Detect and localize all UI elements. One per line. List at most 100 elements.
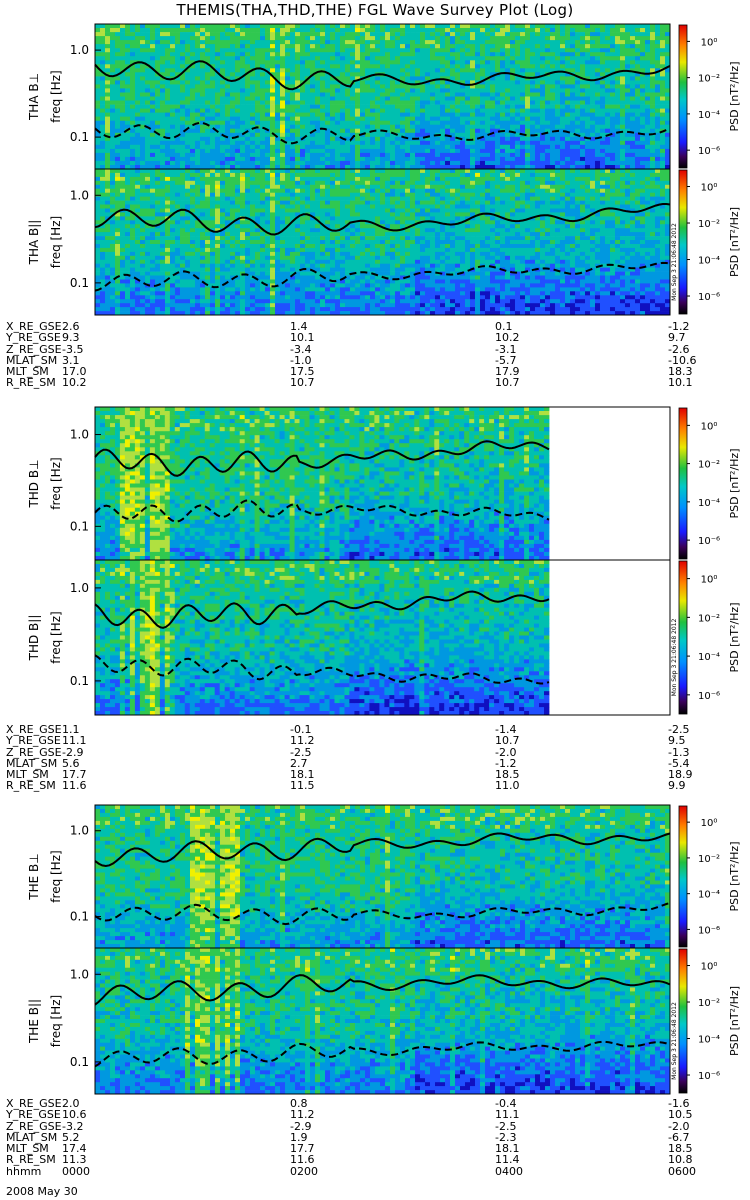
spectrogram-panel: 1.0 0.1 THA B⊥ freq [Hz] 10⁰ 10⁻² 10⁻⁴ 10⁻⁶ PSD …	[27, 24, 741, 169]
y-tick-label: 0.1	[70, 519, 89, 533]
spectrogram-cells	[95, 560, 549, 715]
ephemeris-value: 0000	[62, 1166, 90, 1177]
ephemeris-value: 9.7	[668, 332, 686, 343]
y-tick-label: 0.1	[70, 130, 89, 144]
panel-label: THA B||	[27, 220, 41, 266]
colorbar-label: PSD [nT²/Hz]	[728, 986, 741, 1056]
ephemeris-value: 11.0	[495, 780, 520, 791]
colorbar-tick-label: 10⁻²	[698, 74, 720, 85]
colorbar-tick-label: 10⁻⁴	[698, 890, 720, 901]
colorbar-tick-label: 10⁻²	[698, 219, 720, 230]
colorbar-tick-label: 10⁻⁴	[698, 498, 720, 509]
y-tick-label: 1.0	[70, 581, 89, 595]
colorbar-tick-label: 10⁰	[701, 818, 718, 829]
ephemeris-value: 10.2	[62, 377, 87, 388]
y-tick-label: 0.1	[70, 276, 89, 290]
panel-label: THD B||	[27, 615, 41, 662]
ephemeris-value: 9.9	[668, 780, 686, 791]
ephemeris-label: R_RE_SM	[6, 780, 56, 791]
panel-label: THA B⊥	[27, 73, 41, 121]
panel-label: THE B||	[27, 999, 41, 1044]
ephemeris-row: X_RE_GSE 2.0 0.8 -0.4 -1.6	[6, 1098, 746, 1109]
colorbar-tick-label: 10⁻⁶	[698, 146, 720, 157]
ephemeris-row: R_RE_SM 11.3 11.6 11.4 10.8	[6, 1154, 746, 1165]
ephemeris-row: MLAT_SM 5.6 2.7 -1.2 -5.4	[6, 758, 746, 769]
colorbar-tick-label: 10⁻²	[698, 613, 720, 624]
ephemeris-value: 0600	[668, 1166, 696, 1177]
ephemeris-value: 0400	[495, 1166, 523, 1177]
ephemeris-row: Y_RE_GSE 10.6 11.2 11.1 10.5	[6, 1109, 746, 1120]
colorbar-label: PSD [nT²/Hz]	[728, 61, 741, 131]
y-tick-label: 1.0	[70, 43, 89, 57]
ephemeris-row: R_RE_SM 11.6 11.5 11.0 9.9	[6, 780, 746, 791]
ephemeris-row: MLT_SM 17.0 17.5 17.9 18.3	[6, 366, 746, 377]
y-axis-label: freq [Hz]	[49, 457, 63, 509]
ephemeris-value: 10.5	[668, 1109, 693, 1120]
colorbar-label: PSD [nT²/Hz]	[728, 448, 741, 518]
y-tick-label: 0.1	[70, 1055, 89, 1069]
ephemeris-value: 10.1	[668, 377, 693, 388]
ephemeris-value: 11.5	[290, 780, 315, 791]
ephemeris-value: 10.1	[290, 332, 315, 343]
date-label: 2008 May 30	[6, 1185, 78, 1198]
ephemeris-row: MLAT_SM 5.2 1.9 -2.3 -6.7	[6, 1132, 746, 1143]
ephemeris-table: X_RE_GSE 1.1 -0.1 -1.4 -2.5 Y_RE_GSE 11.1 11.2 1…	[6, 724, 746, 792]
y-tick-label: 0.1	[70, 674, 89, 688]
ephemeris-label: R_RE_SM	[6, 377, 56, 388]
colorbar-tick-label: 10⁰	[701, 421, 718, 432]
y-tick-label: 1.0	[70, 824, 89, 838]
ephemeris-table: X_RE_GSE 2.0 0.8 -0.4 -1.6 Y_RE_GSE 10.6 11.2 11…	[6, 1098, 746, 1177]
ephemeris-label: Y_RE_GSE	[6, 1109, 61, 1120]
y-tick-label: 1.0	[70, 428, 89, 442]
colorbar-tick-label: 10⁻²	[698, 998, 720, 1009]
ephemeris-label: Y_RE_GSE	[6, 735, 61, 746]
spectrogram-cells	[95, 407, 549, 560]
colorbar-tick-label: 10⁰	[701, 575, 718, 586]
ephemeris-row: hhmm 0000 0200 0400 0600	[6, 1166, 746, 1177]
timestamp-stamp: Mon Sep 3 21:06:48 2012	[671, 223, 678, 301]
y-axis-label: freq [Hz]	[49, 70, 63, 122]
ephemeris-row: MLAT_SM 3.1 -1.0 -5.7 -10.6	[6, 355, 746, 366]
colorbar-label: PSD [nT²/Hz]	[728, 207, 741, 277]
ephemeris-value: 10.7	[290, 377, 315, 388]
colorbar: 10⁰ 10⁻² 10⁻⁴ 10⁻⁶ PSD [nT²/Hz] Mon Sep 3 21:…	[671, 949, 741, 1093]
ephemeris-value: 10.7	[495, 377, 520, 388]
ephemeris-value: 10.7	[495, 735, 520, 746]
colorbar-label: PSD [nT²/Hz]	[728, 602, 741, 672]
spectrogram-panel: 1.0 0.1 THE B|| freq [Hz] 10⁰ 10⁻² 10⁻⁴ 10⁻⁶ PSD…	[27, 948, 741, 1094]
ephemeris-value: 11.2	[290, 1109, 315, 1120]
colorbar: 10⁰ 10⁻² 10⁻⁴ 10⁻⁶ PSD [nT²/Hz]	[679, 25, 741, 168]
ephemeris-value: 10.6	[62, 1109, 87, 1120]
ephemeris-value: 9.3	[62, 332, 80, 343]
ephemeris-value: 9.5	[668, 735, 686, 746]
ephemeris-value: 11.1	[62, 735, 87, 746]
ephemeris-value: 10.2	[495, 332, 520, 343]
colorbar-tick-label: 10⁻⁶	[698, 1071, 720, 1082]
colorbar-tick-label: 10⁻⁶	[698, 536, 720, 547]
spectrogram-cells	[95, 24, 670, 169]
colorbar-tick-label: 10⁰	[701, 962, 718, 973]
y-axis-label: freq [Hz]	[49, 216, 63, 268]
ephemeris-row: MLT_SM 17.4 17.7 18.1 18.5	[6, 1143, 746, 1154]
colorbar-tick-label: 10⁻⁴	[698, 1035, 720, 1046]
colorbar-tick-label: 10⁻⁴	[698, 256, 720, 267]
colorbar-tick-label: 10⁰	[701, 37, 718, 48]
colorbar: 10⁰ 10⁻² 10⁻⁴ 10⁻⁶ PSD [nT²/Hz]	[679, 408, 741, 559]
ephemeris-value: 11.1	[495, 1109, 520, 1120]
colorbar-tick-label: 10⁻⁶	[698, 691, 720, 702]
ephemeris-value: 11.6	[62, 780, 87, 791]
y-tick-label: 1.0	[70, 967, 89, 981]
y-tick-label: 1.0	[70, 188, 89, 202]
ephemeris-row: MLT_SM 17.7 18.1 18.5 18.9	[6, 769, 746, 780]
ephemeris-label: hhmm	[6, 1166, 41, 1177]
timestamp-stamp: Mon Sep 3 21:06:48 2012	[671, 1002, 678, 1080]
colorbar-tick-label: 10⁻²	[698, 460, 720, 471]
y-axis-label: freq [Hz]	[49, 611, 63, 663]
colorbar-tick-label: 10⁻⁴	[698, 110, 720, 121]
spectrogram-cells	[95, 948, 670, 1094]
y-axis-label: freq [Hz]	[49, 995, 63, 1047]
